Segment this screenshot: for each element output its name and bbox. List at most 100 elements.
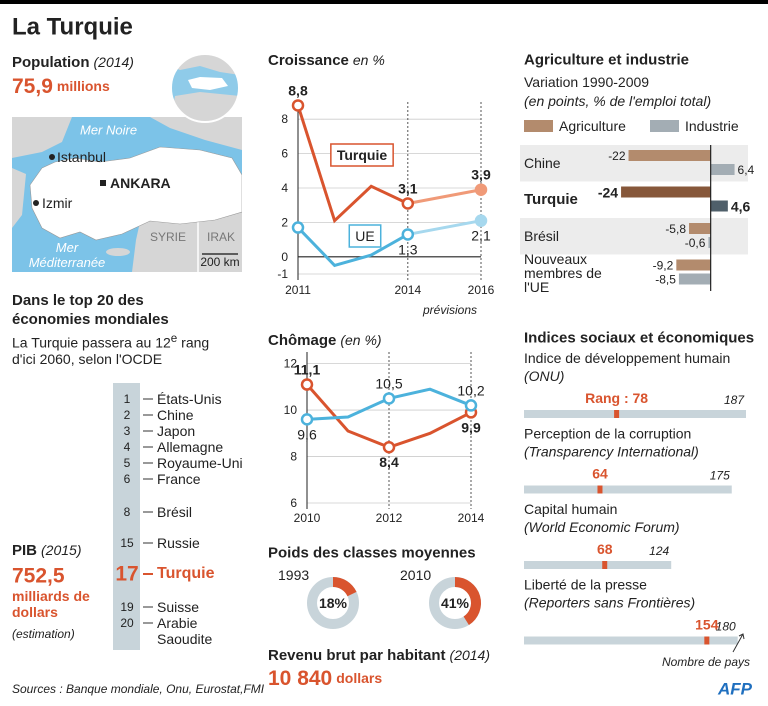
series-label-box: [330, 143, 394, 167]
note-text: rang d'ici 2060, selon l'OCDE: [12, 334, 210, 367]
index-name: Liberté de la presse: [524, 577, 647, 593]
value-label: 2,1: [471, 228, 491, 244]
country-name: Russie: [157, 535, 200, 551]
point: [401, 197, 415, 210]
value-label: 10,2: [457, 382, 484, 398]
country-label: IRAK: [207, 230, 235, 244]
globe-land: [171, 92, 239, 122]
rank-number: 15: [120, 536, 134, 550]
city-dot: [33, 200, 39, 206]
rank-label: 64: [592, 466, 608, 482]
rank-marker: [597, 485, 603, 494]
point: [291, 221, 305, 234]
donut-segment: [454, 577, 481, 625]
value-label: -9,2: [653, 259, 674, 273]
country-name: Brésil: [157, 504, 193, 520]
series-label: UE: [355, 228, 374, 244]
value-label: 18%: [319, 595, 348, 611]
rank-number: 17: [115, 563, 138, 586]
donut-segment: [332, 577, 357, 597]
value-label: 3,1: [398, 180, 418, 196]
point: [291, 99, 305, 112]
rank-number: 1: [124, 392, 131, 406]
annotation-arrow: [732, 633, 745, 653]
population-value: 75,9: [12, 75, 53, 98]
rank-label: 68: [597, 541, 613, 557]
revenu-unit: dollars: [336, 670, 382, 686]
series-line: [296, 104, 409, 224]
legend-swatch: [650, 120, 679, 132]
country-name: Japon: [157, 423, 196, 439]
value-label: 9,9: [461, 419, 481, 435]
x-tick-label: 2014: [458, 511, 485, 525]
bar: [678, 273, 711, 285]
population-unit: millions: [57, 78, 110, 94]
y-tick-label: -1: [277, 267, 288, 281]
value-label: 1,3: [398, 241, 418, 257]
country-name: Arabie Saoudite: [157, 615, 213, 647]
y-tick-label: 2: [281, 215, 288, 229]
chart-title: Chômage: [268, 332, 336, 349]
index-source: (ONU): [524, 368, 564, 384]
logo: AFP: [717, 680, 753, 699]
country-name: Royaume-Uni: [157, 455, 243, 471]
population-label: Population: [12, 54, 90, 71]
pib-unit: milliards de dollars: [12, 588, 90, 620]
revenu-value: 10 840: [268, 667, 332, 690]
forecast-line: [407, 219, 482, 236]
x-tick-label: 2011: [285, 283, 311, 297]
value-label: 8,8: [288, 82, 308, 98]
bar: [628, 150, 711, 161]
bar: [621, 186, 711, 198]
annotation: Nombre de pays: [662, 655, 750, 669]
country-name: Suisse: [157, 599, 200, 615]
rank-marker: [704, 636, 710, 645]
point: [300, 378, 314, 391]
index-name: Capital humain: [524, 501, 617, 517]
value-label: -22: [608, 149, 626, 163]
forecast-line: [407, 188, 482, 205]
country-name: Allemagne: [157, 439, 224, 455]
legend-label: Agriculture: [559, 118, 626, 134]
value-label: 10,5: [375, 375, 402, 391]
country-name: États-Unis: [157, 391, 222, 407]
y-tick-label: 4: [281, 181, 288, 195]
total-label: 175: [710, 469, 730, 483]
revenu-year: (2014): [450, 647, 490, 663]
total-bar: [524, 485, 732, 494]
country-label: SYRIE: [150, 230, 186, 244]
index-source: (World Economic Forum): [524, 519, 680, 535]
chart-heading: Chômage (en %): [268, 332, 382, 349]
x-tick-label: 2012: [376, 511, 403, 525]
chart-unit: (en %): [340, 332, 381, 348]
land: [150, 117, 242, 150]
y-tick-label: 10: [284, 403, 298, 417]
chart-subtitle: Variation 1990-2009: [524, 74, 649, 90]
sources: Sources : Banque mondiale, Onu, Eurostat…: [12, 682, 265, 696]
value-label: -8,5: [655, 273, 676, 287]
value-label: 9,6: [297, 426, 317, 442]
y-tick-label: 12: [284, 357, 298, 371]
country-name: Chine: [157, 407, 194, 423]
value-label: 11,1: [294, 362, 321, 378]
x-tick-label: 2010: [294, 511, 321, 525]
chart-title: Croissance: [268, 52, 349, 69]
land: [12, 168, 26, 228]
category-label: Brésil: [524, 228, 560, 244]
chart-note: (en points, % de l'emploi total): [524, 93, 711, 109]
capital-dot: [100, 180, 106, 186]
value-label: 3,9: [471, 167, 491, 183]
capital-label: ANKARA: [110, 175, 171, 191]
revenu-figure: 10 840 dollars: [268, 667, 382, 690]
bar: [710, 164, 735, 175]
city-label: Izmir: [42, 195, 73, 211]
chart-title: Poids des classes moyennes: [268, 545, 476, 562]
point: [382, 440, 396, 454]
population-heading: Population (2014): [12, 54, 134, 71]
value-label: -0,6: [685, 236, 706, 250]
rank-number: 4: [124, 440, 131, 454]
series-label-box: [348, 224, 382, 248]
point: [300, 413, 314, 426]
category-label: Turquie: [524, 190, 578, 208]
